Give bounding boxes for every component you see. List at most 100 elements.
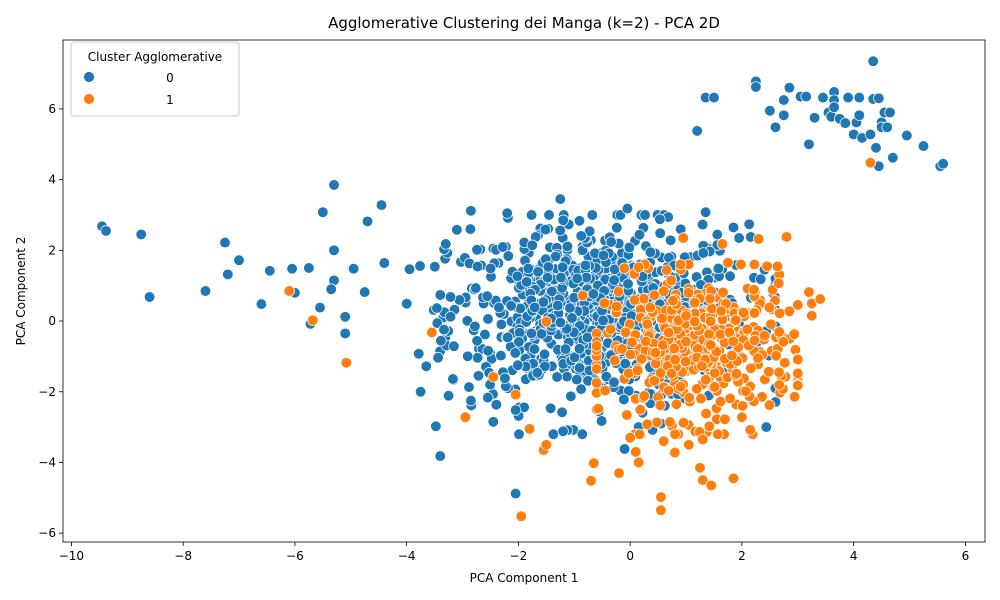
cluster-1-point	[765, 318, 777, 330]
x-tick-label: −8	[174, 549, 192, 563]
cluster-1-point	[619, 326, 632, 338]
cluster-1-point	[741, 323, 753, 336]
cluster-0-point	[471, 335, 483, 347]
cluster-0-point	[434, 450, 446, 462]
cluster-0-point	[586, 209, 598, 221]
cluster-1-point	[307, 314, 319, 326]
cluster-1-point	[704, 315, 717, 327]
x-tick-label: 6	[962, 549, 970, 563]
cluster-1-point	[736, 400, 749, 412]
cluster-0-point	[654, 213, 666, 225]
cluster-0-point	[571, 373, 583, 386]
cluster-0-point	[842, 91, 854, 104]
cluster-1-point	[745, 362, 757, 374]
cluster-1-point	[590, 377, 603, 389]
cluster-0-point	[465, 205, 477, 217]
cluster-1-point	[656, 312, 668, 325]
cluster-0-point	[495, 349, 507, 362]
cluster-0-point	[482, 313, 494, 325]
cluster-1-point	[770, 350, 782, 362]
cluster-1-point	[864, 157, 877, 169]
cluster-1-point	[748, 307, 761, 319]
cluster-1-point	[773, 277, 785, 289]
cluster-1-point	[624, 348, 637, 361]
cluster-0-point	[600, 370, 612, 383]
cluster-0-point	[552, 299, 564, 312]
y-tick-label: 0	[48, 314, 56, 328]
cluster-0-point	[471, 352, 484, 364]
cluster-0-point	[542, 261, 554, 273]
cluster-1-point	[635, 353, 648, 365]
chart-title: Agglomerative Clustering dei Manga (k=2)…	[328, 14, 720, 32]
cluster-0-point	[447, 373, 459, 385]
cluster-1-point	[654, 399, 666, 411]
cluster-0-point	[554, 316, 567, 329]
cluster-1-point	[669, 354, 681, 366]
cluster-0-point	[451, 224, 463, 236]
cluster-1-point	[340, 357, 352, 369]
cluster-1-point	[628, 294, 641, 306]
cluster-1-point	[644, 301, 657, 314]
cluster-1-point	[695, 392, 707, 405]
cluster-0-point	[448, 340, 460, 352]
cluster-1-point	[792, 379, 804, 392]
cluster-1-point	[689, 315, 701, 328]
cluster-1-point	[651, 416, 663, 429]
cluster-1-point	[717, 286, 729, 299]
cluster-0-point	[750, 81, 762, 93]
cluster-0-point	[644, 246, 657, 258]
cluster-1-point	[691, 383, 703, 395]
cluster-1-point	[598, 297, 611, 309]
cluster-0-point	[546, 285, 558, 298]
cluster-0-point	[482, 345, 494, 357]
cluster-1-point	[667, 294, 679, 307]
cluster-0-point	[317, 206, 329, 218]
cluster-1-point	[722, 257, 734, 269]
cluster-0-point	[509, 404, 522, 416]
cluster-1-point	[638, 293, 650, 305]
cluster-1-point	[730, 368, 743, 380]
x-tick-label: −10	[59, 549, 84, 563]
cluster-0-point	[303, 262, 315, 274]
cluster-1-point	[648, 289, 661, 301]
cluster-0-point	[484, 262, 497, 275]
cluster-0-point	[444, 291, 457, 303]
cluster-0-point	[442, 390, 455, 402]
cluster-0-point	[623, 241, 636, 254]
cluster-0-point	[760, 421, 772, 433]
cluster-1-point	[632, 364, 644, 377]
cluster-1-point	[773, 366, 785, 378]
cluster-1-point	[609, 354, 621, 367]
cluster-1-point	[509, 388, 522, 401]
cluster-0-point	[509, 487, 522, 500]
cluster-1-point	[774, 307, 786, 319]
cluster-1-point	[730, 314, 742, 326]
cluster-0-point	[505, 300, 517, 312]
cluster-0-point	[618, 443, 631, 455]
cluster-1-point	[540, 439, 553, 451]
cluster-1-point	[806, 310, 818, 322]
cluster-0-point	[490, 399, 502, 411]
cluster-0-point	[219, 236, 231, 249]
cluster-0-point	[554, 224, 566, 237]
x-tick-label: −2	[510, 549, 528, 563]
cluster-1-point	[735, 258, 747, 271]
cluster-0-point	[870, 142, 882, 154]
cluster-1-point	[661, 264, 673, 276]
y-axis-label: PCA Component 2	[14, 237, 28, 346]
cluster-0-point	[597, 314, 609, 327]
cluster-0-point	[917, 140, 930, 152]
cluster-0-point	[199, 285, 212, 297]
cluster-0-point	[539, 360, 551, 372]
cluster-0-point	[525, 209, 538, 221]
x-tick-label: −6	[286, 549, 304, 563]
cluster-0-point	[622, 278, 634, 290]
cluster-0-point	[509, 347, 521, 359]
cluster-0-point	[608, 376, 620, 388]
cluster-1-point	[621, 409, 633, 421]
cluster-0-point	[444, 311, 457, 323]
cluster-1-point	[655, 504, 667, 516]
cluster-0-point	[493, 301, 505, 314]
cluster-1-point	[696, 360, 708, 372]
cluster-0-point	[429, 261, 441, 273]
